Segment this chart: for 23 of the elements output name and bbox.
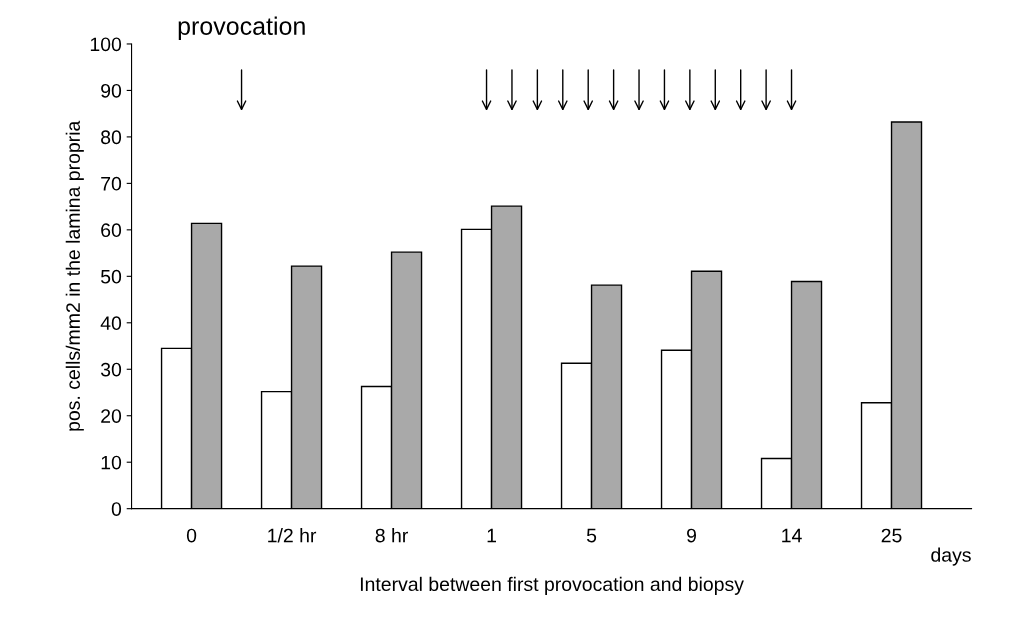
y-tick-label: 100: [90, 37, 122, 52]
y-axis-title: pos. cells/mm2 in the lamina propria: [65, 120, 84, 431]
x-tick-label: 25: [881, 528, 902, 543]
text: days: [931, 547, 971, 566]
y-tick-label: 90: [101, 83, 122, 98]
y-tick-label: 80: [101, 130, 122, 145]
x-tick-label: 1/2 hr: [268, 528, 317, 543]
x-tick-label: 8 hr: [375, 528, 408, 543]
x-axis-title: Interval between first provocation and biopsy: [360, 576, 744, 595]
y-tick-label: 0: [111, 502, 122, 516]
text: provocation: [178, 16, 305, 40]
x-tick-label: 1: [487, 528, 496, 543]
x-tick-label: 0: [186, 528, 197, 543]
y-tick-label: 60: [101, 223, 122, 238]
x-tick-label: 5: [586, 528, 597, 543]
y-tick-label: 30: [100, 362, 122, 377]
y-tick-label: 50: [100, 269, 122, 284]
x-tick-label: 14: [782, 528, 802, 543]
y-tick-label: 20: [101, 409, 122, 423]
y-tick-label: 40: [100, 316, 122, 331]
y-tick-label: 10: [101, 455, 122, 470]
y-tick-label: 70: [101, 176, 122, 191]
x-tick-label: 9: [687, 528, 697, 543]
